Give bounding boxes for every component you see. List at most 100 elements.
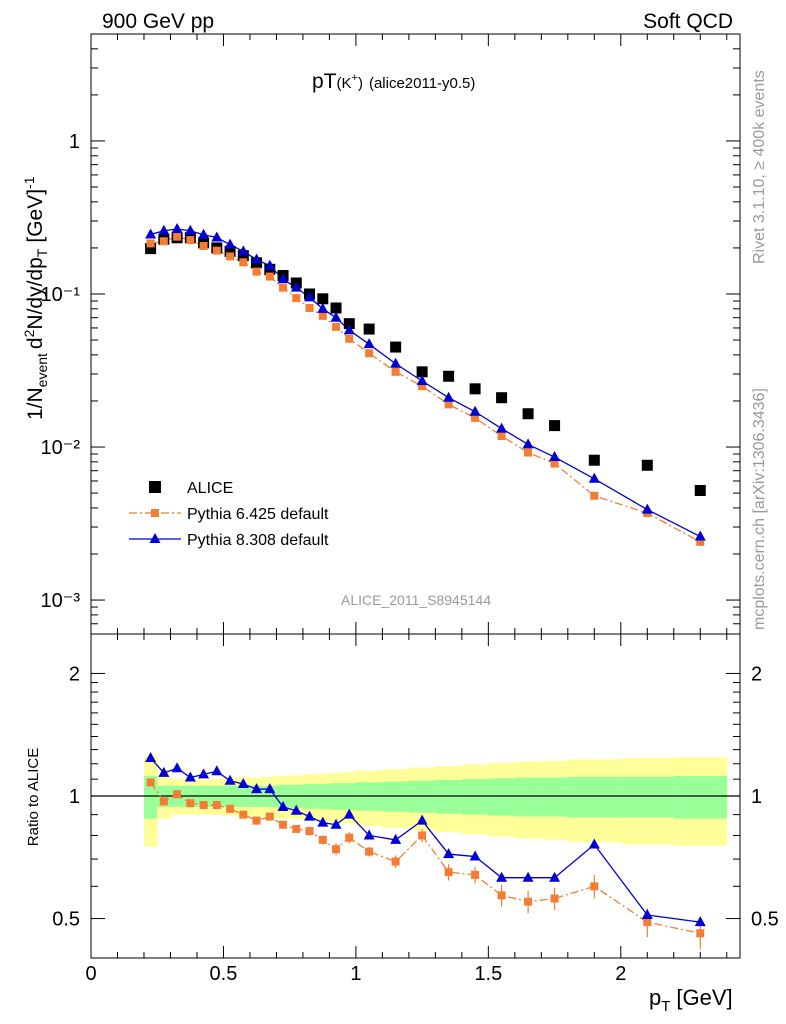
pythia8-point [330,311,342,322]
ratio-pythia6-point [365,847,374,856]
title-main: pT [312,70,337,93]
ratio-pythia6-point [643,918,652,927]
pythia6-point [444,400,453,409]
ratio-pythia8-point [469,850,481,861]
band-inner-bin [567,776,622,818]
ratio-pythia6-point [444,868,453,877]
ratio-pythia6-point [471,870,480,879]
pythia6-point [696,537,705,546]
alice-point [330,302,342,314]
ratio-pythia8-point [184,771,196,782]
pythia8-point [277,273,289,284]
x-tick-label: 0.5 [210,963,238,985]
ratio-pythia6-point [524,897,533,906]
pythia8-point [496,422,508,433]
mcplots-ref: mcplots.cern.ch [arXiv:1306.3436] [751,388,768,630]
ratio-pythia8-point [171,762,183,773]
alice-point [390,341,402,353]
ratio-pythia8-point [237,778,249,789]
ratio-pythia8-point [158,766,170,777]
pythia8-point [184,224,196,235]
header-right: Soft QCD [643,10,733,33]
pythia6-point [186,236,195,245]
ratio-pythia8-point [549,871,561,882]
band-inner-bin [673,775,728,819]
pythia6-point [418,382,427,391]
pythia6-point [318,311,327,320]
alice-point [469,383,481,395]
ratio-pythia6-point [418,831,427,840]
pythia6-point [226,252,235,261]
alice-point [317,293,329,305]
main-series [145,222,706,546]
pythia6-point [365,349,374,358]
y-tick-label: 10⁻² [41,437,81,459]
y-tick-label: 10⁻³ [41,590,81,612]
ratio-pythia8-point [522,871,534,882]
pythia6-point [173,232,182,241]
ratio-pythia6-point [212,801,221,810]
ratio-pythia6-point [305,827,314,836]
ratio-pythia8-point [588,838,600,849]
pythia8-point [390,357,402,368]
ratio-pythia6-point [252,816,261,825]
pythia6-point [279,283,288,292]
ratio-axes: 0 0.5 1 1.5 2 0.5 0.5 1 1 2 2 [52,633,779,985]
ratio-pythia8-point [198,768,210,779]
alice-point [549,420,561,432]
pythia8-point [443,391,455,402]
pythia6-point [265,272,274,281]
band-inner-bin [620,776,675,818]
ratio-pythia8-point [264,783,276,794]
ratio-pythia8-point [363,829,375,840]
x-tick-label: 0 [85,963,96,985]
ratio-pythia8-point [317,816,329,827]
legend-pythia8-marker [149,533,161,543]
pythia6-point [391,367,400,376]
alice-point [588,454,600,466]
main-ylabel: 1/Neventd2N/dy/dpT[GeV]-1 [21,176,50,420]
ratio-pythia8-point [496,871,508,882]
band-inner-bin [435,779,463,814]
ratio-ylabel: Ratio to ALICE [25,748,42,846]
title-close: ) [358,75,363,92]
x-tick-label: 1.5 [474,963,502,985]
pythia6-point [550,459,559,468]
pythia6-point [159,237,168,246]
alice-point [496,392,508,404]
legend-entry-label: ALICE [187,480,233,497]
ratio-pythia8-point [251,783,263,794]
ratio-pythia8-point [277,800,289,811]
alice-point [443,370,455,382]
ratio-pythia6-point [159,797,168,806]
alice-point [343,318,355,330]
ratio-tick-label-right: 2 [751,663,762,685]
legend-entry-label: Pythia 8.308 default [187,532,329,549]
pythia6-point [524,448,533,457]
ratio-pythia6-point [345,833,354,842]
pythia6-point [332,322,341,331]
ratio-pythia8-point [641,909,653,920]
pythia6-point [239,258,248,267]
ratio-pythia6-point [279,820,288,829]
x-tick-label: 2 [615,963,626,985]
pythia8-point [317,302,329,313]
pythia8-point [251,253,263,264]
alice-point [363,323,375,335]
pythia6-point [305,303,314,312]
alice-point [641,459,653,471]
pythia8-point [237,245,249,256]
legend-entry-label: Pythia 6.425 default [187,506,329,523]
x-tick-label: 1 [350,963,361,985]
ratio-pythia8-point [224,774,236,785]
ratio-pythia6-point [332,845,341,854]
y-tick-label: 10⁻¹ [41,284,81,306]
ratio-pythia6-point [292,824,301,833]
band-inner-bin [461,779,489,815]
ratio-pythia6-point [265,812,274,821]
ratio-pythia6-point [239,810,248,819]
y-tick-label: 1 [69,131,80,153]
ratio-pythia8-point [416,814,428,825]
ratio-pythia8-point [343,808,355,819]
